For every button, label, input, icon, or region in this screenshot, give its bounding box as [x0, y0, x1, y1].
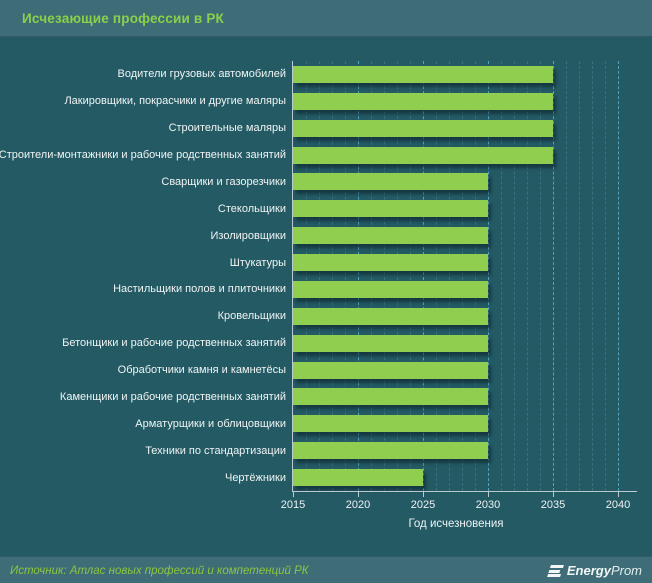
gridline: [514, 61, 515, 491]
bar: [293, 415, 488, 433]
gridline: [553, 61, 554, 491]
category-label: Обработчики камня и камнетёсы: [117, 364, 286, 377]
bar: [293, 307, 488, 325]
gridline: [527, 61, 528, 491]
category-label: Стекольщики: [217, 202, 286, 215]
x-tick-label: 2025: [410, 499, 436, 511]
x-tick-label: 2040: [605, 499, 631, 511]
gridline: [306, 61, 307, 491]
gridline: [319, 61, 320, 491]
bar: [293, 361, 488, 379]
bar: [293, 388, 488, 406]
category-label: Кровельщики: [217, 310, 286, 323]
gridline: [501, 61, 502, 491]
x-axis-tick: [293, 492, 294, 497]
source-text: Источник: Атлас новых профессий и компет…: [10, 564, 309, 577]
x-axis-tick: [423, 492, 424, 497]
gridline: [436, 61, 437, 491]
category-label: Каменщики и рабочие родственных занятий: [59, 390, 286, 403]
header-strip: Исчезающие профессии в РК: [0, 0, 652, 37]
x-axis-title: Год исчезновения: [408, 518, 504, 530]
category-label: Настильщики полов и плиточники: [113, 283, 286, 296]
energyprom-logo: EnergyProm: [546, 557, 642, 583]
bar: [293, 119, 553, 137]
gridline: [540, 61, 541, 491]
bar: [293, 92, 553, 110]
bar: [293, 65, 553, 83]
x-axis-line: [292, 491, 637, 492]
gridline: [475, 61, 476, 491]
gridline: [618, 61, 619, 491]
logo-text-bold: Energy: [566, 563, 611, 578]
category-label: Чертёжники: [224, 471, 286, 484]
bar: [293, 254, 488, 272]
gridline: [462, 61, 463, 491]
category-label: Водители грузовых автомобилей: [117, 68, 286, 81]
gridline: [332, 61, 333, 491]
gridline: [449, 61, 450, 491]
gridline: [423, 61, 424, 491]
x-tick-label: 2020: [345, 499, 371, 511]
bar: [293, 200, 488, 218]
gridline: [566, 61, 567, 491]
gridline: [397, 61, 398, 491]
x-tick-label: 2030: [475, 499, 501, 511]
bar: [293, 334, 488, 352]
x-axis-tick: [488, 492, 489, 497]
category-label: Сварщики и газорезчики: [161, 175, 286, 188]
gridline: [488, 61, 489, 491]
energyprom-logo-text: EnergyProm: [567, 563, 642, 578]
footer-strip: Источник: Атлас новых профессий и компет…: [0, 556, 652, 583]
category-label: Строительные маляры: [168, 122, 286, 135]
category-label: Техники по стандартизации: [145, 444, 286, 457]
bar: [293, 146, 553, 164]
category-label: Лакировщики, покрасчики и другие маляры: [64, 95, 286, 108]
logo-text-light: Prom: [610, 563, 642, 578]
gridline: [345, 61, 346, 491]
gridline: [371, 61, 372, 491]
category-label: Строители-монтажники и рабочие родственн…: [0, 149, 286, 162]
chart-title: Исчезающие профессии в РК: [22, 11, 224, 26]
category-label: Арматурщики и облицовщики: [135, 417, 286, 430]
x-axis-tick: [553, 492, 554, 497]
bar: [293, 469, 423, 487]
x-tick-label: 2035: [540, 499, 566, 511]
bar: [293, 227, 488, 245]
gridline: [384, 61, 385, 491]
x-axis-tick: [358, 492, 359, 497]
gridline: [579, 61, 580, 491]
bar: [293, 442, 488, 460]
bar: [293, 280, 488, 298]
gridline: [358, 61, 359, 491]
category-label: Изолировщики: [210, 229, 287, 242]
x-axis-tick: [618, 492, 619, 497]
category-label: Штукатуры: [229, 256, 286, 269]
x-tick-label: 2015: [280, 499, 306, 511]
y-axis-line: [292, 61, 293, 491]
gridline: [605, 61, 606, 491]
bar: [293, 173, 488, 191]
gridline: [410, 61, 411, 491]
energyprom-logo-icon: [546, 564, 564, 577]
category-label: Бетонщики и рабочие родственных занятий: [62, 337, 286, 350]
gridline: [592, 61, 593, 491]
